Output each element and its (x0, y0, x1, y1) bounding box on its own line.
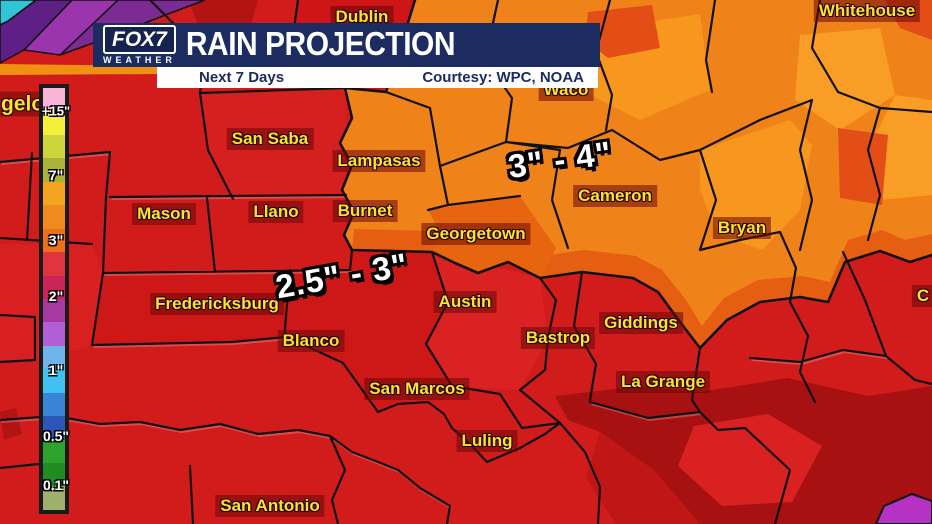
rainfall-color-scale (39, 84, 69, 514)
city-label-luling: Luling (456, 430, 518, 452)
legend-band-10 (43, 322, 65, 346)
forecast-period-label: Next 7 Days (199, 69, 285, 86)
legend-band-15 (43, 439, 65, 463)
city-label-partial-c: C (911, 285, 932, 307)
legend-band-6 (43, 228, 65, 253)
city-label-bryan: Bryan (712, 217, 772, 239)
fox7-weather-logo: FOX7 WEATHER (103, 25, 176, 65)
city-label-dublin: Dublin (330, 6, 394, 28)
city-label-whitehouse: Whitehouse (813, 0, 921, 22)
header-banner: FOX7 WEATHER RAIN PROJECTION (93, 23, 600, 67)
legend-tick-01in: 0.1" (42, 477, 70, 493)
legend-band-3 (43, 158, 65, 182)
city-label-mason: Mason (132, 203, 196, 225)
legend-tick-1in: 1" (48, 362, 64, 378)
city-label-san-saba: San Saba (226, 128, 314, 150)
city-label-san-antonio: San Antonio (215, 495, 325, 517)
legend-band-4 (43, 181, 65, 206)
city-label-blanco: Blanco (277, 330, 345, 352)
legend-tick-2in: 2" (48, 288, 64, 304)
city-label-cameron: Cameron (573, 185, 657, 207)
legend-band-17 (43, 486, 65, 510)
city-label-san-marcos: San Marcos (364, 378, 470, 400)
legend-band-12 (43, 369, 65, 393)
legend-band-1 (43, 111, 65, 135)
legend-band-13 (43, 392, 65, 417)
legend-band-8 (43, 275, 65, 299)
legend-tick-15in: +15" (41, 103, 71, 119)
legend-band-9 (43, 298, 65, 323)
data-source-label: Courtesy: WPC, NOAA (422, 69, 584, 86)
legend-band-7 (43, 252, 65, 276)
header-subbar: Next 7 Days Courtesy: WPC, NOAA (157, 67, 598, 88)
legend-tick-05in: 0.5" (42, 428, 70, 444)
city-label-la-grange: La Grange (615, 371, 711, 393)
page-title: RAIN PROJECTION (185, 26, 456, 63)
weather-logo-text: WEATHER (103, 55, 176, 65)
legend-band-2 (43, 134, 65, 159)
city-label-lampasas: Lampasas (332, 150, 426, 172)
legend-tick-3in: 3" (48, 232, 64, 248)
city-label-austin: Austin (433, 291, 497, 313)
legend-tick-7in: 7" (48, 167, 64, 183)
city-label-burnet: Burnet (332, 200, 398, 222)
city-label-bastrop: Bastrop (520, 327, 596, 349)
city-label-llano: Llano (248, 201, 304, 223)
city-label-fredericksburg: Fredericksburg (150, 293, 284, 315)
legend-band-11 (43, 345, 65, 370)
city-label-giddings: Giddings (599, 312, 683, 334)
legend-band-5 (43, 205, 65, 229)
legend-band-16 (43, 463, 65, 487)
city-label-georgetown: Georgetown (421, 223, 531, 245)
legend-band-0 (43, 88, 65, 112)
fox7-logo-text: FOX7 (103, 25, 176, 54)
legend-band-14 (43, 416, 65, 440)
